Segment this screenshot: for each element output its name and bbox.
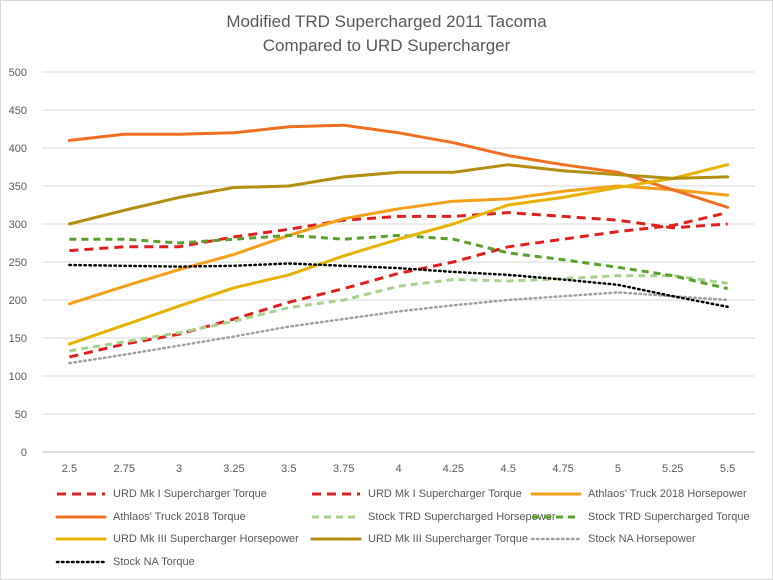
- x-tick-label: 5.25: [662, 463, 683, 475]
- y-tick-label: 0: [21, 447, 27, 459]
- y-tick-label: 350: [9, 181, 27, 193]
- gridlines: [42, 71, 755, 453]
- series-line-9: [68, 262, 729, 309]
- x-axis: 2.5 2.75 3 3.25 3.5 3.75 4 4.25 4.5 4.75 5 5.25 5.5: [62, 463, 735, 475]
- y-tick-label: 100: [9, 371, 27, 383]
- series-line-4: [69, 274, 728, 353]
- series-line-0: [69, 211, 728, 253]
- x-tick-label: 5.5: [720, 463, 735, 475]
- series-line-8: [68, 291, 729, 365]
- x-tick-label: 4.75: [552, 463, 573, 475]
- chart-title: Modified TRD Supercharged 2011 Tacoma: [226, 12, 547, 31]
- series-line-6: [67, 163, 730, 346]
- series-lines: [67, 123, 730, 365]
- series-line-7: [67, 163, 730, 226]
- y-axis: 0 50 100 150 200 250 300 350 400 450 500: [9, 67, 27, 459]
- x-tick-label: 2.75: [114, 463, 135, 475]
- chart-subtitle: Compared to URD Supercharger: [262, 36, 511, 55]
- y-tick-label: 250: [9, 257, 27, 269]
- x-tick-label: 3.25: [223, 463, 244, 475]
- y-tick-label: 150: [9, 333, 27, 345]
- chart-title-block: Modified TRD Supercharged 2011 Tacoma Co…: [0, 10, 773, 58]
- x-tick-label: 3.5: [281, 463, 296, 475]
- x-tick-label: 4.5: [501, 463, 516, 475]
- series-line-5: [69, 233, 728, 291]
- x-tick-label: 5: [615, 463, 621, 475]
- series-line-3: [67, 123, 730, 209]
- y-tick-label: 50: [15, 409, 27, 421]
- x-tick-label: 4: [395, 463, 401, 475]
- y-tick-label: 400: [9, 143, 27, 155]
- x-tick-label: 3: [176, 463, 182, 475]
- y-tick-label: 300: [9, 219, 27, 231]
- x-tick-label: 2.5: [62, 463, 77, 475]
- y-tick-label: 450: [9, 105, 27, 117]
- x-tick-label: 4.25: [443, 463, 464, 475]
- y-tick-label: 200: [9, 295, 27, 307]
- x-tick-label: 3.75: [333, 463, 354, 475]
- y-tick-label: 500: [9, 67, 27, 79]
